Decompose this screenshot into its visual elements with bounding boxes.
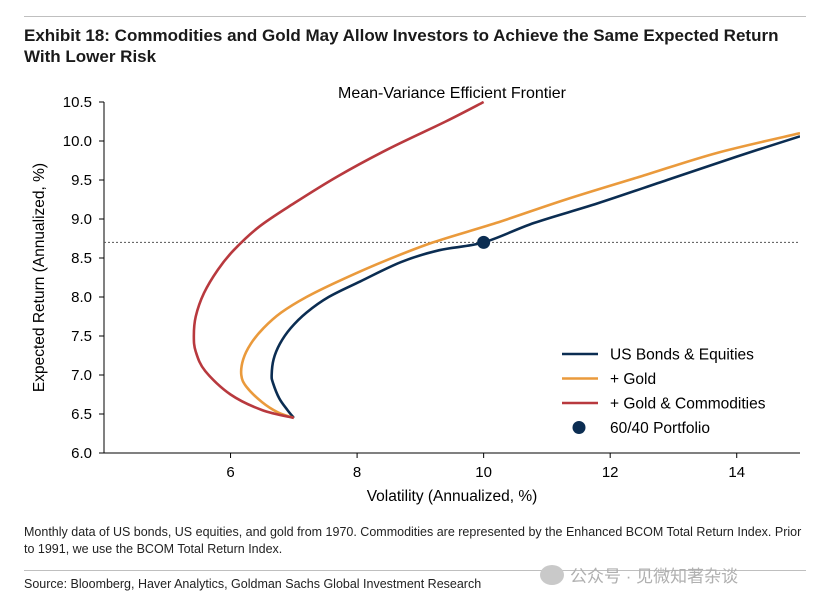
portfolio-6040-marker — [477, 235, 491, 249]
x-tick-label: 12 — [602, 464, 619, 481]
legend-label: + Gold — [610, 371, 656, 388]
y-tick-label: 8.5 — [71, 250, 92, 267]
x-tick-label: 6 — [226, 464, 234, 481]
legend-label: 60/40 Portfolio — [610, 420, 710, 437]
y-tick-label: 9.5 — [71, 172, 92, 189]
series-gold-line — [239, 131, 800, 420]
top-rule — [24, 16, 806, 17]
series-us-bonds-equities-line — [270, 135, 800, 419]
series-gold-commodities-line — [192, 100, 485, 420]
watermark-text: 公众号 · 见微知著杂谈 — [570, 567, 739, 586]
y-tick-label: 8.0 — [71, 289, 92, 306]
y-tick-label: 9.0 — [71, 211, 92, 228]
x-tick-label: 8 — [353, 464, 361, 481]
y-axis-label: Expected Return (Annualized, %) — [31, 163, 48, 392]
x-tick-label: 14 — [728, 464, 745, 481]
bottom-rule — [24, 570, 806, 571]
y-tick-label: 10.5 — [63, 94, 92, 111]
x-axis-label: Volatility (Annualized, %) — [367, 488, 538, 505]
chart-title: Mean-Variance Efficient Frontier — [338, 85, 567, 102]
y-tick-label: 7.5 — [71, 328, 92, 345]
y-tick-label: 7.0 — [71, 367, 92, 384]
source-note: Source: Bloomberg, Haver Analytics, Gold… — [24, 577, 482, 591]
legend-label: + Gold & Commodities — [610, 396, 766, 413]
y-tick-label: 6.5 — [71, 406, 92, 423]
y-tick-label: 10.0 — [63, 133, 92, 150]
exhibit-title: Exhibit 18: Commodities and Gold May All… — [24, 26, 779, 66]
legend-swatch-portfolio — [572, 421, 586, 434]
frontier-chart: 6.0 6.5 7.0 7.5 8.0 8.5 9.0 9.5 10.0 10.5 6 8 10 12 14… — [31, 85, 800, 505]
wechat-icon — [540, 564, 564, 585]
footnote: Monthly data of US bonds, US equities, a… — [24, 525, 802, 556]
legend-label: US Bonds & Equities — [610, 347, 754, 364]
watermark: 公众号 · 见微知著杂谈 — [540, 562, 738, 587]
y-tick-label: 6.0 — [71, 445, 92, 462]
x-tick-label: 10 — [475, 464, 492, 481]
